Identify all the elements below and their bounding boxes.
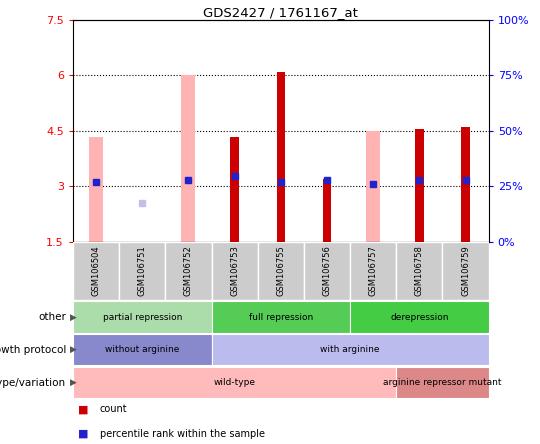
Text: arginine repressor mutant: arginine repressor mutant [383,378,502,387]
Bar [89,137,103,242]
Text: GSM106752: GSM106752 [184,246,193,296]
Text: count: count [100,404,127,414]
Bar [350,242,396,300]
Text: GSM106759: GSM106759 [461,246,470,296]
Bar [231,137,239,242]
Text: GSM106504: GSM106504 [91,246,100,296]
Bar [73,242,119,300]
Bar [462,127,470,242]
Bar [181,75,195,242]
Bar [73,301,212,333]
Bar [396,367,489,398]
Text: ■: ■ [78,429,89,439]
Bar [304,242,350,300]
Text: with arginine: with arginine [320,345,380,354]
Bar [73,367,396,398]
Bar [73,334,212,365]
Bar [442,242,489,300]
Bar [258,242,304,300]
Text: without arginine: without arginine [105,345,179,354]
Text: wild-type: wild-type [214,378,255,387]
Bar [323,179,331,242]
Bar [119,242,165,300]
Bar [212,334,489,365]
Text: derepression: derepression [390,313,449,321]
Text: ■: ■ [78,404,89,414]
Text: ▶: ▶ [70,313,77,321]
Text: GSM106756: GSM106756 [322,246,332,296]
Text: genotype/variation: genotype/variation [0,378,66,388]
Bar [396,242,442,300]
Bar [366,131,380,242]
Text: growth protocol: growth protocol [0,345,66,355]
Text: GSM106751: GSM106751 [138,246,147,296]
Text: partial repression: partial repression [103,313,182,321]
Text: percentile rank within the sample: percentile rank within the sample [100,429,265,439]
Bar [212,242,258,300]
Bar [165,242,212,300]
Bar [276,72,285,242]
Text: GSM106753: GSM106753 [230,246,239,296]
Text: other: other [38,312,66,322]
Bar [212,301,350,333]
Text: GSM106757: GSM106757 [369,246,377,296]
Text: ▶: ▶ [70,378,77,387]
Bar [350,301,489,333]
Text: GSM106755: GSM106755 [276,246,285,296]
Text: ▶: ▶ [70,345,77,354]
Text: GSM106758: GSM106758 [415,246,424,296]
Text: full repression: full repression [249,313,313,321]
Title: GDS2427 / 1761167_at: GDS2427 / 1761167_at [204,6,358,19]
Bar [415,129,423,242]
